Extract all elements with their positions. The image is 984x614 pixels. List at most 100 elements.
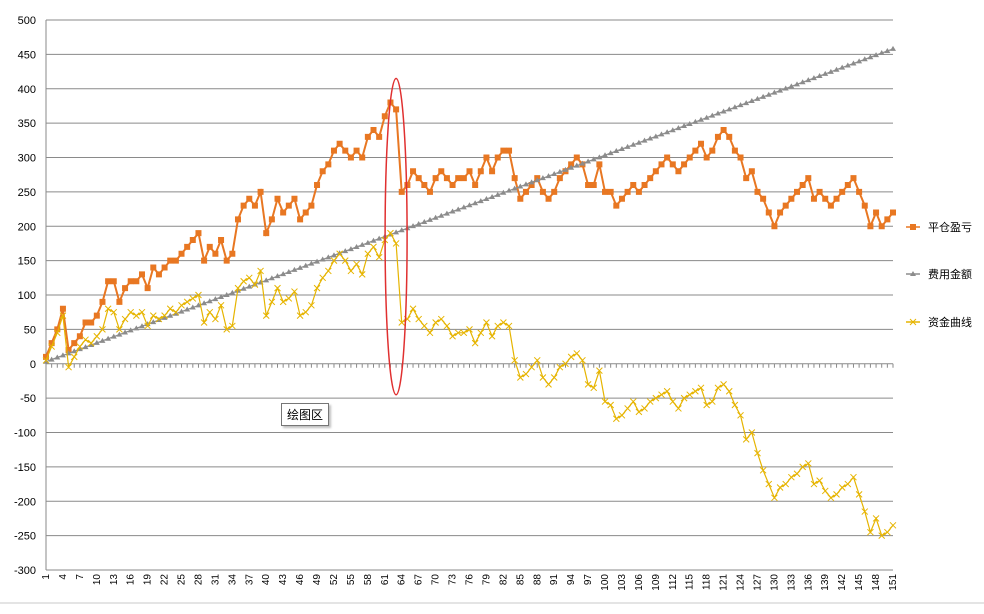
marker-triangle	[364, 239, 371, 245]
marker-triangle	[172, 310, 179, 316]
x-tick-label: 40	[261, 574, 272, 586]
x-tick-label: 136	[803, 574, 814, 591]
marker-square	[850, 175, 857, 182]
marker-triangle	[376, 235, 383, 241]
marker-square	[506, 147, 513, 154]
marker-triangle	[867, 54, 874, 60]
marker-square	[635, 188, 642, 195]
marker-triangle	[415, 221, 422, 227]
marker-x	[607, 401, 615, 409]
marker-x	[494, 322, 502, 330]
marker-square	[477, 168, 484, 175]
marker-square	[150, 264, 157, 271]
marker-square	[703, 154, 710, 161]
y-tick-label: -100	[14, 428, 36, 440]
marker-triangle	[568, 164, 575, 170]
marker-x	[172, 308, 180, 316]
marker-triangle	[788, 83, 795, 89]
marker-triangle	[285, 269, 292, 275]
marker-triangle	[517, 183, 524, 189]
marker-x	[48, 343, 56, 350]
x-tick-label: 115	[685, 574, 696, 590]
marker-x	[883, 528, 891, 536]
x-tick-label: 82	[498, 574, 509, 586]
marker-x	[748, 429, 756, 436]
marker-square	[370, 127, 377, 133]
marker-x	[742, 436, 750, 443]
marker-triangle	[421, 218, 428, 224]
x-tick-label: 10	[92, 574, 103, 586]
marker-triangle	[494, 191, 501, 197]
marker-x	[703, 401, 711, 409]
x-tick-label: 52	[329, 574, 340, 586]
marker-triangle	[624, 143, 631, 149]
marker-x	[178, 301, 185, 309]
y-tick-label: 50	[24, 324, 36, 336]
marker-square	[867, 223, 874, 230]
marker-square	[178, 250, 185, 257]
marker-square	[822, 195, 829, 202]
marker-x	[296, 312, 304, 319]
marker-triangle	[48, 356, 55, 362]
marker-triangle	[347, 246, 354, 252]
marker-x	[206, 308, 214, 316]
marker-square	[291, 195, 298, 202]
marker-square	[155, 271, 162, 278]
marker-triangle	[218, 294, 225, 300]
marker-square	[449, 182, 456, 188]
marker-triangle	[884, 47, 891, 53]
marker-x	[53, 329, 61, 337]
marker-triangle	[664, 129, 671, 135]
marker-square	[681, 161, 688, 168]
marker-square	[218, 237, 225, 243]
marker-x	[782, 480, 790, 488]
marker-triangle	[483, 196, 490, 202]
marker-x	[245, 274, 253, 282]
marker-triangle	[54, 354, 61, 360]
marker-x	[573, 350, 581, 357]
marker-x	[183, 298, 191, 306]
marker-square	[308, 202, 315, 209]
marker-square	[302, 209, 309, 216]
marker-triangle	[698, 116, 705, 122]
marker-square	[460, 175, 467, 182]
marker-triangle	[342, 248, 349, 254]
series-2	[43, 45, 896, 364]
marker-square	[172, 257, 179, 264]
marker-square	[234, 216, 241, 223]
marker-x	[76, 343, 84, 350]
marker-triangle	[782, 85, 789, 91]
legend-label: 资金曲线	[928, 315, 972, 329]
marker-square	[500, 147, 507, 154]
marker-triangle	[105, 335, 112, 341]
marker-x	[132, 312, 140, 319]
marker-square	[698, 140, 705, 147]
x-tick-label: 58	[363, 574, 374, 586]
marker-square	[455, 175, 462, 182]
marker-x	[149, 312, 157, 319]
marker-square	[556, 175, 563, 182]
marker-x	[302, 308, 310, 316]
marker-triangle	[178, 308, 185, 314]
marker-x	[584, 381, 592, 388]
marker-square	[342, 147, 349, 154]
marker-x	[387, 229, 394, 237]
marker-square	[364, 133, 371, 140]
marker-x	[93, 332, 101, 340]
marker-x	[319, 274, 327, 282]
marker-square	[466, 168, 473, 175]
marker-square	[839, 188, 846, 195]
x-tick-label: 73	[448, 574, 459, 586]
marker-square	[432, 175, 439, 182]
marker-x	[731, 401, 739, 409]
axes: -300 -250 -200 -150 -100 -50 0 50 100 150 200 250 30…	[0, 15, 984, 604]
marker-triangle	[607, 150, 614, 156]
marker-x	[725, 387, 733, 395]
marker-x	[336, 250, 343, 258]
x-tick-label: 49	[312, 574, 323, 586]
marker-square	[268, 216, 275, 223]
marker-square	[88, 319, 95, 326]
marker-x	[121, 315, 129, 323]
marker-x	[816, 477, 823, 484]
marker-x	[528, 363, 535, 371]
